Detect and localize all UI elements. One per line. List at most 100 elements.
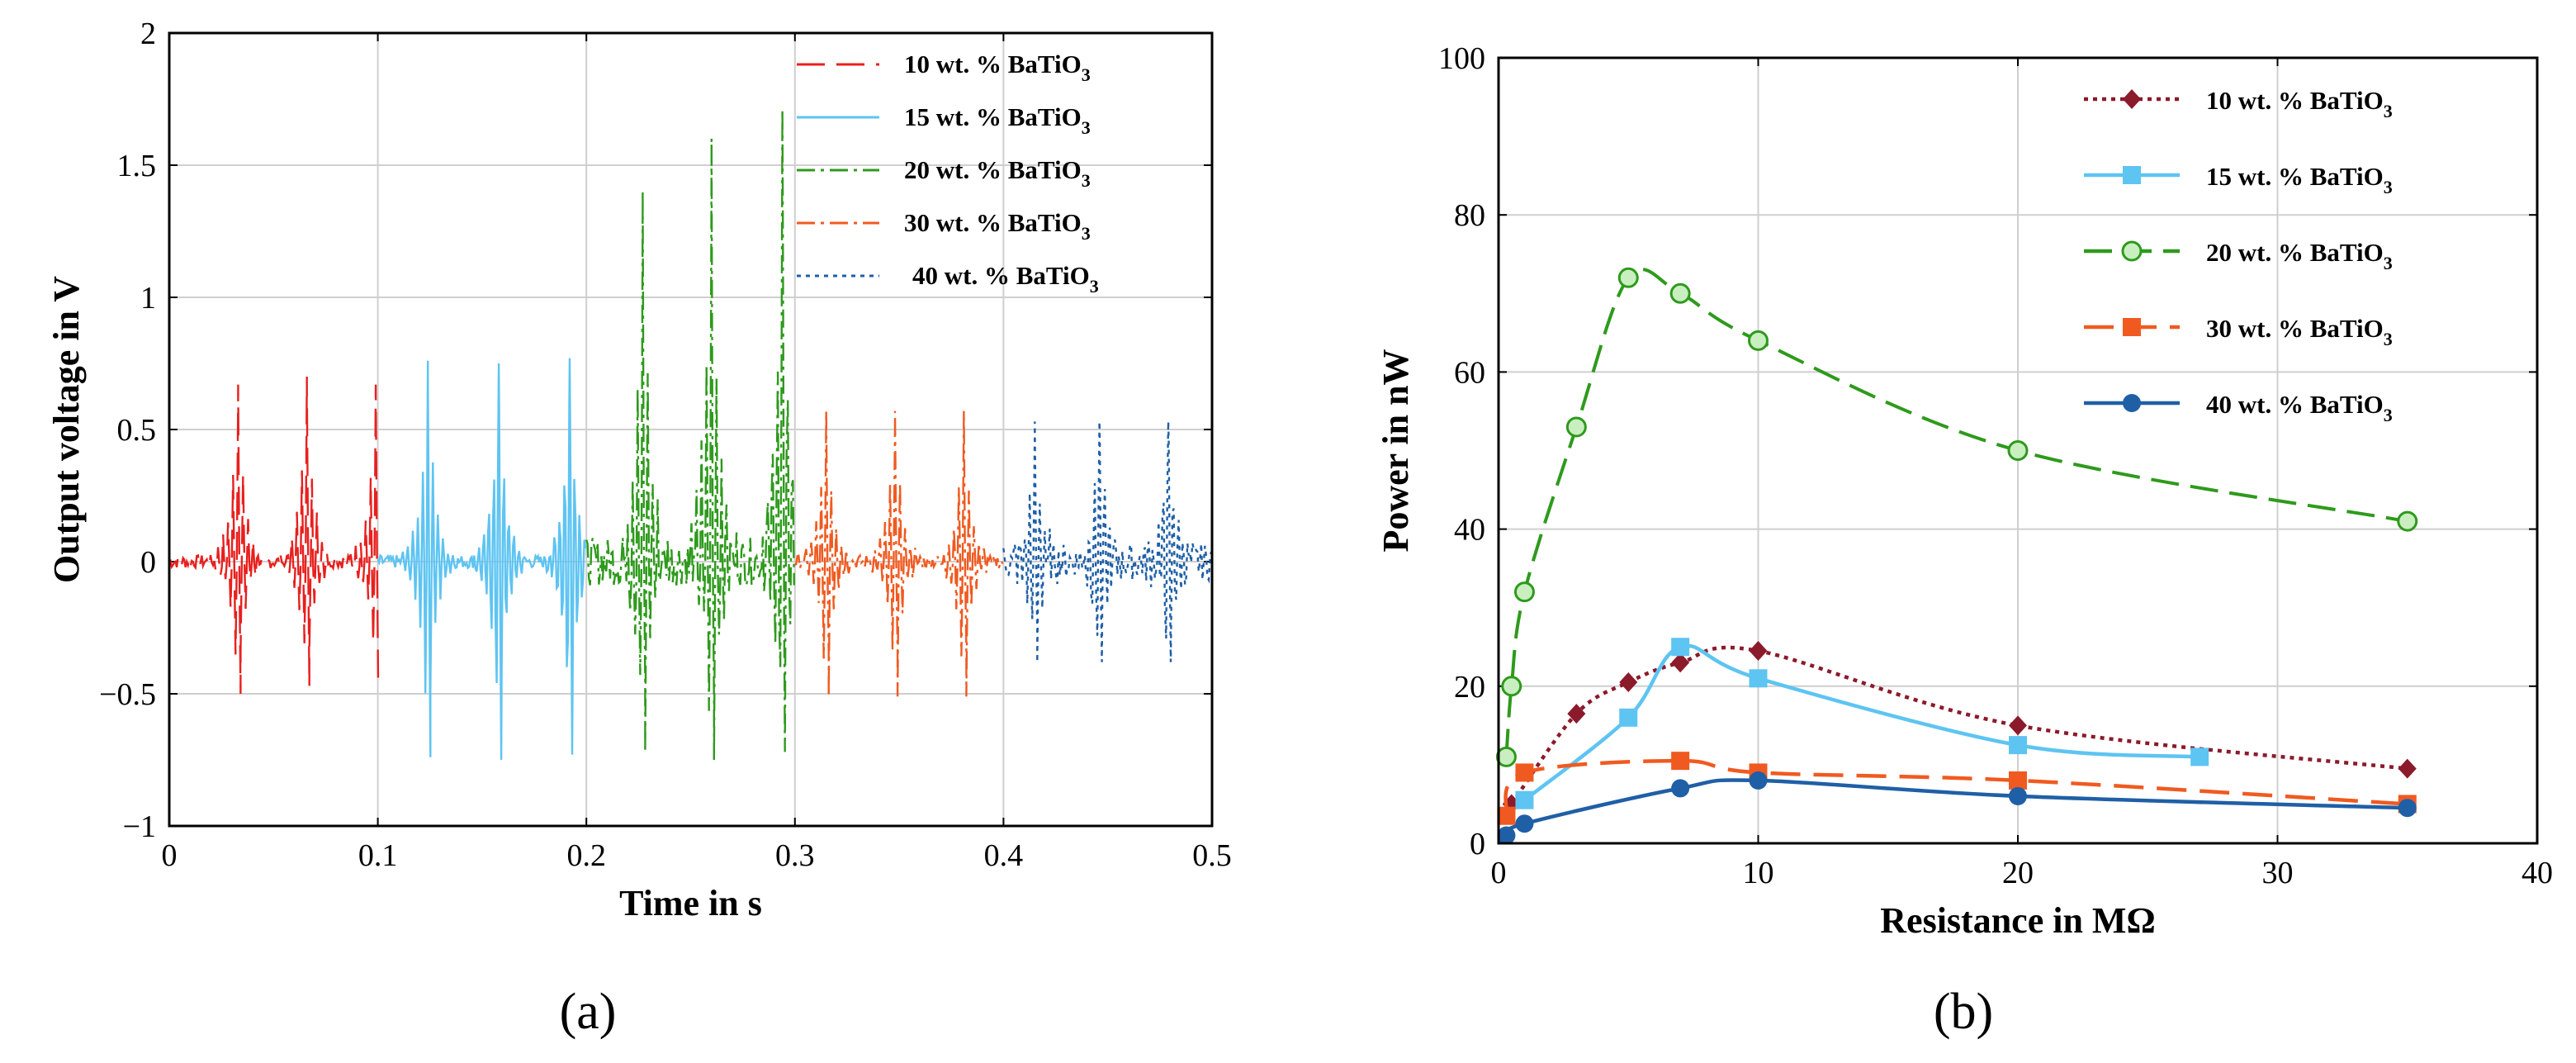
legend-label: 15 wt. % BaTiO3 xyxy=(2206,162,2393,197)
legend-label-subscript: 3 xyxy=(2384,405,2393,425)
x-tick-label: 0.3 xyxy=(775,838,815,873)
y-tick-label: −1 xyxy=(123,809,156,844)
legend-label-main: 40 wt. % BaTiO xyxy=(2206,390,2384,419)
data-point xyxy=(2123,166,2141,184)
y-tick-label: 0 xyxy=(140,545,156,580)
y-tick-label: 2 xyxy=(140,17,156,51)
x-tick-label: 0 xyxy=(162,838,178,873)
y-tick-label: 20 xyxy=(1454,670,1485,705)
y-tick-label: 1 xyxy=(140,281,156,316)
data-point xyxy=(1749,641,1768,662)
series-line xyxy=(1503,758,2408,817)
legend-label-main: 10 wt. % BaTiO xyxy=(904,50,1082,78)
y-axis-label: Power in nW xyxy=(1376,349,1416,552)
data-point xyxy=(1749,669,1768,688)
legend-label: 10 wt. % BaTiO3 xyxy=(904,50,1091,85)
data-point xyxy=(2398,799,2417,818)
series-line xyxy=(168,376,380,695)
series-line xyxy=(1002,421,1213,662)
data-point xyxy=(1619,708,1638,727)
legend-label-subscript: 3 xyxy=(1082,170,1091,191)
data-point xyxy=(1671,752,1690,771)
legend-label-main: 30 wt. % BaTiO xyxy=(2206,314,2384,343)
legend-label-main: 30 wt. % BaTiO xyxy=(904,208,1082,237)
y-tick-label: 60 xyxy=(1454,355,1485,390)
data-point xyxy=(2009,786,2027,805)
y-tick-label: 1.5 xyxy=(117,149,157,183)
legend-label-subscript: 3 xyxy=(2384,101,2393,121)
legend-label-subscript: 3 xyxy=(2384,253,2393,273)
legend-label-main: 15 wt. % BaTiO xyxy=(2206,162,2384,191)
data-point xyxy=(1565,416,1587,438)
data-point xyxy=(2123,394,2141,412)
x-tick-label: 10 xyxy=(1743,856,1774,890)
x-axis-label: Time in s xyxy=(619,883,762,923)
legend-label-main: 15 wt. % BaTiO xyxy=(904,102,1082,131)
plot-frame xyxy=(168,31,1214,828)
data-point xyxy=(2398,758,2417,779)
x-tick-label: 30 xyxy=(2262,856,2294,890)
data-point xyxy=(2009,771,2027,790)
legend-label-main: 20 wt. % BaTiO xyxy=(2206,238,2384,267)
legend-label-subscript: 3 xyxy=(2384,329,2393,349)
data-point xyxy=(1749,771,1768,790)
data-point xyxy=(1497,826,1516,845)
data-point xyxy=(2190,747,2209,766)
series-line xyxy=(376,358,587,761)
data-point xyxy=(1497,806,1516,825)
data-point xyxy=(2397,510,2418,532)
legend-label: 30 wt. % BaTiO3 xyxy=(904,208,1091,244)
data-point xyxy=(1501,676,1522,697)
data-point xyxy=(2123,89,2141,109)
caption-b: (b) xyxy=(1934,984,1993,1040)
y-tick-label: −0.5 xyxy=(99,677,156,712)
x-tick-label: 0.5 xyxy=(1192,838,1232,873)
data-point xyxy=(1515,763,1534,782)
panel-b-power-chart: 0 10 20 30 40 0 20 40 60 80 100 Resistance in MΩ Pow… xyxy=(1376,41,2553,941)
data-point xyxy=(2121,240,2143,262)
data-point xyxy=(1671,638,1690,657)
data-point xyxy=(1671,779,1690,798)
data-point xyxy=(1671,653,1690,673)
x-tick-label: 0.4 xyxy=(984,838,1024,873)
legend-label-subscript: 3 xyxy=(2384,177,2393,197)
data-point xyxy=(1567,704,1586,724)
x-axis-label: Resistance in MΩ xyxy=(1880,900,2155,941)
series-line xyxy=(1503,778,2408,838)
y-tick-label: 0.5 xyxy=(117,413,157,448)
series-line xyxy=(585,109,795,761)
legend-label: 40 wt. % BaTiO3 xyxy=(912,261,1099,297)
series-line xyxy=(794,410,1004,697)
data-point xyxy=(1515,790,1534,809)
y-tick-label: 100 xyxy=(1438,41,1485,76)
y-tick-label: 80 xyxy=(1454,198,1485,233)
legend-label-subscript: 3 xyxy=(1082,64,1091,85)
legend-label-subscript: 3 xyxy=(1082,223,1091,244)
y-tick-label: 40 xyxy=(1454,513,1485,548)
series-line xyxy=(1504,268,2408,757)
data-point xyxy=(1748,330,1769,351)
legend-label-subscript: 3 xyxy=(1090,276,1099,297)
x-tick-label: 20 xyxy=(2002,856,2034,890)
legend-label: 20 wt. % BaTiO3 xyxy=(904,155,1091,191)
panel-a-voltage-chart: 0 0.1 0.2 0.3 0.4 0.5 −1 −0.5 0 0.5 1 1.5 2 Time in s… xyxy=(46,17,1232,923)
legend-label: 30 wt. % BaTiO3 xyxy=(2206,314,2393,349)
x-tick-label: 0 xyxy=(1491,856,1507,890)
legend-label: 20 wt. % BaTiO3 xyxy=(2206,238,2393,273)
x-tick-label: 40 xyxy=(2522,856,2553,890)
data-point xyxy=(1617,267,1639,288)
plot-frame xyxy=(1497,56,2539,845)
data-point xyxy=(2123,318,2141,336)
y-tick-label: 0 xyxy=(1470,827,1485,861)
legend-label-subscript: 3 xyxy=(1082,117,1091,138)
x-tick-label: 0.1 xyxy=(358,838,398,873)
caption-a: (a) xyxy=(560,984,617,1040)
legend-label: 10 wt. % BaTiO3 xyxy=(2206,86,2393,121)
data-point xyxy=(1495,746,1517,767)
data-point xyxy=(1619,672,1638,693)
series-line xyxy=(1509,645,2408,805)
legend-label-main: 10 wt. % BaTiO xyxy=(2206,86,2384,115)
x-tick-label: 0.2 xyxy=(566,838,606,873)
data-point xyxy=(1515,814,1534,833)
